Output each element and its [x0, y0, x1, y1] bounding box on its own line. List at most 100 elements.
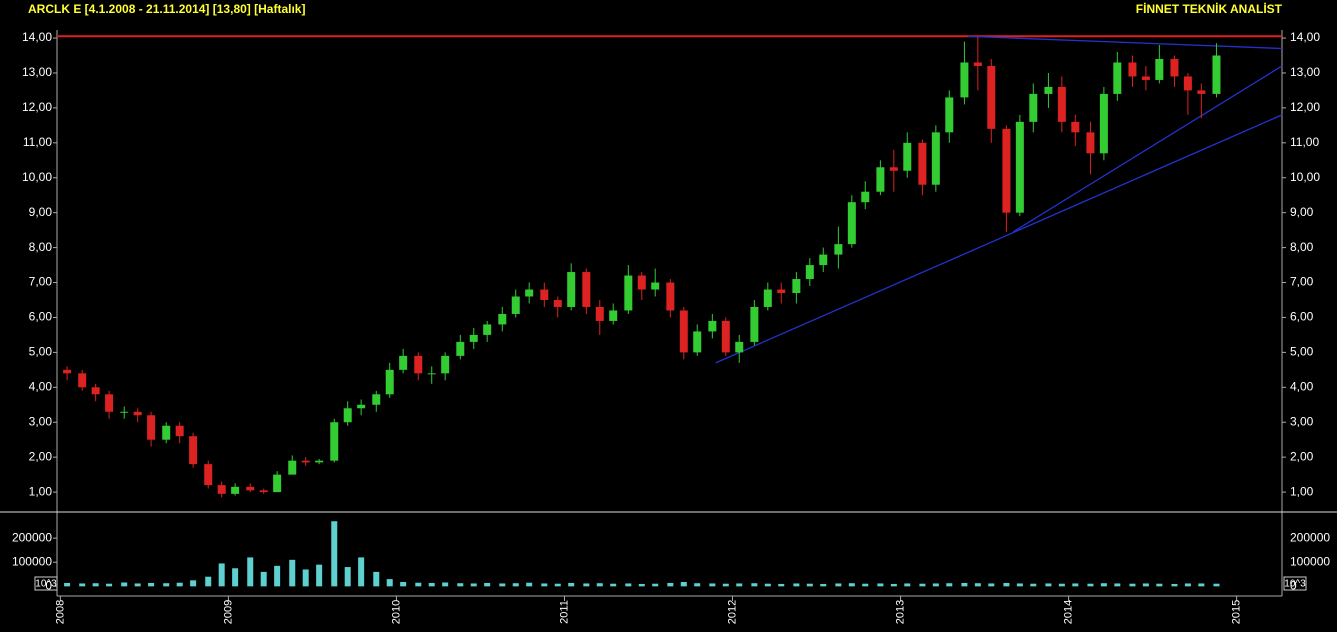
volume-bar — [358, 557, 365, 587]
candle-body — [693, 331, 702, 353]
candle-body — [1155, 58, 1164, 80]
unit-box — [34, 576, 58, 591]
y-tick-label: 13,00 — [1290, 65, 1320, 79]
y-tick-label: 9,00 — [29, 205, 53, 219]
volume-bar — [331, 521, 338, 587]
candle-body — [372, 394, 381, 405]
volume-bar — [541, 583, 548, 587]
candle-body — [1141, 76, 1150, 80]
unit-label: 10^3 — [35, 579, 57, 590]
candle-body — [1044, 86, 1053, 94]
candle-body — [483, 324, 492, 335]
volume-bar — [680, 582, 687, 587]
volume-bar — [638, 583, 645, 587]
candle-body — [399, 355, 408, 370]
candle-body — [792, 279, 801, 294]
volume-bar — [583, 583, 590, 587]
x-tick-label: 2014 — [1062, 600, 1074, 624]
candle-body — [595, 306, 604, 321]
candle-body — [1002, 128, 1011, 213]
volume-bar — [667, 582, 674, 587]
y-tick-label: 13,00 — [22, 65, 52, 79]
volume-bar — [736, 583, 743, 587]
y-tick-label: 11,00 — [23, 135, 52, 149]
volume-bar — [1100, 583, 1107, 587]
candle-body — [903, 142, 912, 171]
volume-bar — [652, 583, 659, 587]
volume-bar — [932, 583, 939, 587]
candle-body — [246, 486, 255, 491]
volume-bar — [1030, 583, 1037, 587]
volume-bar — [106, 583, 113, 587]
volume-bar — [247, 557, 254, 587]
volume-bar — [764, 583, 771, 587]
volume-bar — [302, 569, 309, 587]
volume-bar — [1087, 583, 1094, 587]
candle-body — [735, 341, 744, 353]
volume-bar — [526, 582, 533, 587]
trendline — [1012, 65, 1283, 233]
y-tick-label: 5,00 — [1290, 345, 1314, 359]
volume-bar — [260, 571, 267, 587]
volume-bar — [205, 576, 212, 587]
volume-bar — [176, 582, 183, 587]
candle-body — [637, 275, 646, 290]
candle-body — [217, 485, 226, 494]
candle-body — [540, 289, 549, 300]
volume-bar — [988, 583, 995, 587]
volume-bar — [596, 583, 603, 587]
candle-body — [931, 132, 940, 185]
volume-bar — [1129, 583, 1136, 587]
x-tick-label: 2009 — [222, 600, 234, 624]
unit-box — [1283, 576, 1307, 591]
y-tick-label: 8,00 — [1290, 240, 1314, 254]
volume-bar — [974, 583, 981, 587]
volume-bar — [484, 582, 491, 587]
y-tick-label: 200000 — [12, 530, 52, 544]
candle-body — [1183, 76, 1192, 91]
candle-body — [721, 320, 730, 353]
volume-bar — [289, 559, 296, 587]
volume-bar — [904, 583, 911, 587]
candle-body — [553, 299, 562, 307]
volume-bar — [79, 583, 86, 587]
volume-bar — [820, 583, 827, 587]
candle-body — [960, 62, 969, 98]
candle-body — [147, 415, 156, 440]
volume-bar — [316, 564, 323, 587]
candle-body — [288, 460, 297, 475]
candle-body — [1128, 62, 1137, 77]
volume-bar — [1045, 583, 1052, 587]
volume-bar — [751, 583, 758, 587]
volume-bar — [946, 583, 953, 587]
volume-bar — [793, 583, 800, 587]
y-tick-label: 6,00 — [1290, 310, 1314, 324]
y-tick-label: 10,00 — [22, 170, 52, 184]
unit-label: 10^3 — [1284, 579, 1306, 590]
candle-body — [343, 408, 352, 423]
candle-body — [624, 275, 633, 311]
volume-bar — [470, 583, 477, 587]
volume-bar — [344, 567, 351, 587]
volume-bar — [400, 582, 407, 587]
volume-bar — [1198, 583, 1205, 587]
volume-bar — [1072, 583, 1079, 587]
candle-body — [1015, 121, 1024, 213]
volume-bar — [1171, 583, 1178, 587]
volume-bar — [625, 583, 632, 587]
x-tick-label: 2011 — [558, 600, 570, 624]
volume-bar — [1058, 583, 1065, 587]
y-tick-label: 3,00 — [29, 414, 53, 428]
candle-body — [273, 474, 282, 493]
volume-bar — [919, 583, 926, 587]
volume-bar — [415, 582, 422, 587]
candle-body — [987, 65, 996, 129]
candle-body — [427, 373, 436, 375]
volume-bar — [134, 583, 141, 587]
y-tick-label: 14,00 — [1290, 30, 1320, 44]
volume-bar — [64, 582, 71, 587]
candle-body — [385, 369, 394, 395]
candle-body — [651, 282, 660, 290]
volume-bar — [694, 583, 701, 587]
